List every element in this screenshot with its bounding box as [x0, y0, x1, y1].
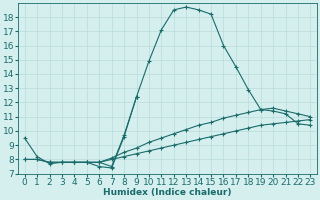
X-axis label: Humidex (Indice chaleur): Humidex (Indice chaleur)	[103, 188, 232, 197]
